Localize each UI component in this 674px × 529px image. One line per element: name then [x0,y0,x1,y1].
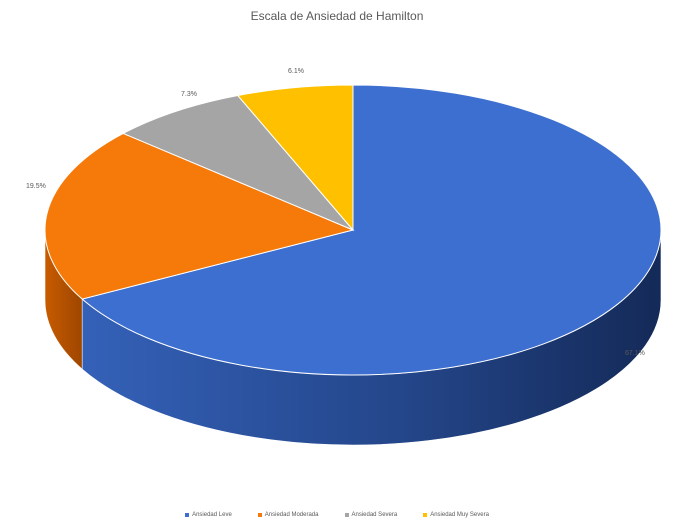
legend-swatch [344,513,349,517]
data-label-ansiedad-muy-severa: 6.1% [288,68,304,75]
legend-swatch [185,513,190,517]
pie-slice-ansiedad-severa[interactable] [122,94,354,231]
legend-item-ansiedad-severa[interactable]: Ansiedad Severa [344,512,398,518]
legend-label: Ansiedad Muy Severa [430,512,489,518]
data-label-ansiedad-severa: 7.3% [181,91,197,98]
legend-item-ansiedad-leve[interactable]: Ansiedad Leve [185,512,232,518]
pie-slice-ansiedad-leve[interactable] [81,84,662,376]
data-label-ansiedad-leve: 67.1% [625,350,645,357]
legend-item-ansiedad-moderada[interactable]: Ansiedad Moderada [257,512,319,518]
legend-swatch [423,513,428,517]
legend: Ansiedad Leve Ansiedad Moderada Ansiedad S… [0,512,674,518]
chart-title: Escala de Ansiedad de Hamilton [250,9,424,23]
pie-slice-ansiedad-muy-severa[interactable] [236,84,354,232]
pie-slice-ansiedad-moderada[interactable] [44,132,355,300]
legend-label: Ansiedad Moderada [264,512,319,518]
data-label-ansiedad-moderada: 19.5% [26,183,46,190]
legend-swatch [257,513,262,517]
legend-label: Ansiedad Leve [192,512,232,518]
legend-label: Ansiedad Severa [351,512,398,518]
legend-item-ansiedad-muy-severa[interactable]: Ansiedad Muy Severa [423,512,489,518]
